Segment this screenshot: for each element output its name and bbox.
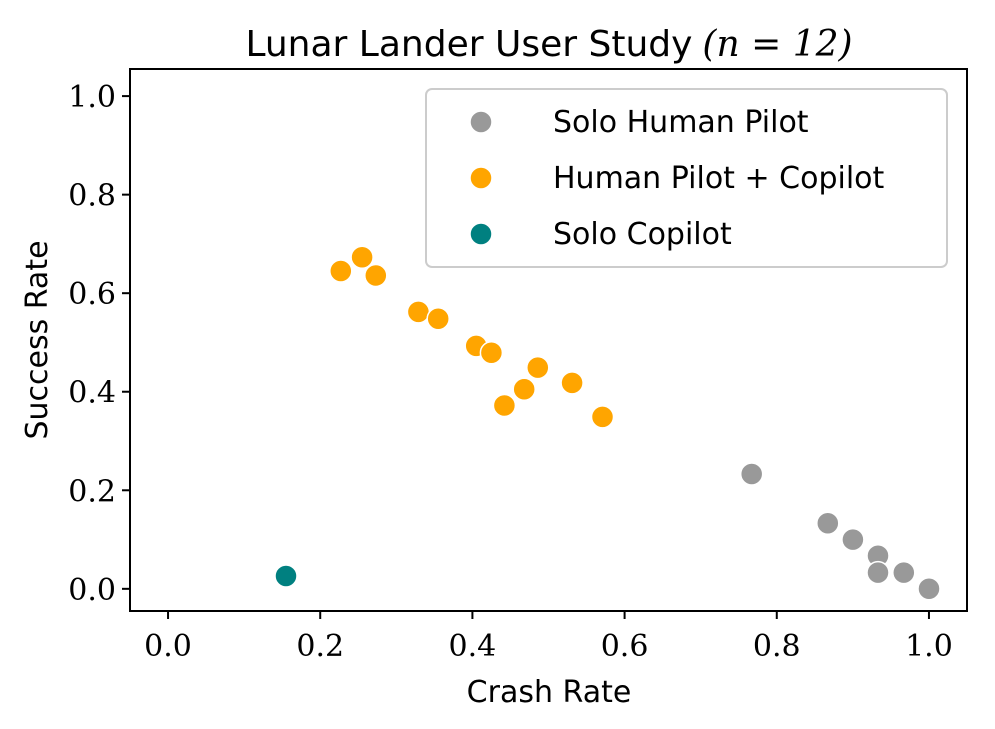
y-tick-label-0: 0.0 bbox=[68, 573, 116, 608]
y-tick-label-1: 0.2 bbox=[68, 474, 116, 509]
chart-title: Lunar Lander User Study (n = 12) bbox=[245, 24, 852, 65]
x-tick-label-5: 1.0 bbox=[905, 629, 953, 664]
y-tick-label-5: 1.0 bbox=[68, 80, 116, 115]
y-tick-label-3: 0.6 bbox=[68, 277, 116, 312]
legend-frame bbox=[425, 88, 948, 268]
plot-frame bbox=[129, 68, 968, 612]
y-tick-label-4: 0.8 bbox=[68, 179, 116, 214]
data-point-human-pilot-copilot-9 bbox=[526, 355, 550, 380]
y-axis-label: Success Rate bbox=[20, 240, 55, 439]
legend: Solo Human Pilot Human Pilot + Copilot Sol… bbox=[425, 88, 948, 268]
x-axis-label: Crash Rate bbox=[467, 675, 632, 710]
data-point-human-pilot-copilot-6 bbox=[479, 341, 504, 365]
data-point-human-pilot-copilot-10 bbox=[560, 371, 584, 395]
data-point-human-pilot-copilot-4 bbox=[426, 307, 450, 331]
chart-title-main: Lunar Lander User Study bbox=[245, 24, 692, 65]
data-point-solo-human-pilot-0 bbox=[739, 462, 764, 486]
data-point-human-pilot-copilot-7 bbox=[492, 393, 517, 418]
x-tick-label-0: 0.0 bbox=[144, 629, 192, 664]
data-point-solo-human-pilot-4 bbox=[866, 560, 890, 585]
legend-label-2: Solo Copilot bbox=[553, 217, 732, 252]
data-point-human-pilot-copilot-8 bbox=[512, 377, 536, 402]
data-point-human-pilot-copilot-0 bbox=[329, 259, 353, 283]
chart-title-math: (n = 12) bbox=[702, 24, 852, 65]
data-point-solo-human-pilot-2 bbox=[841, 527, 865, 552]
x-tick-label-4: 0.8 bbox=[753, 629, 801, 664]
y-tick-label-2: 0.4 bbox=[68, 376, 116, 411]
data-point-solo-human-pilot-6 bbox=[917, 577, 941, 601]
x-tick-label-2: 0.4 bbox=[449, 629, 497, 664]
legend-label-1: Human Pilot + Copilot bbox=[553, 161, 885, 196]
axis-ticks: 0.0 0.2 0.4 0.6 0.8 1.0 0.0 0.2 0.4 0.6 0.8 1.0 bbox=[68, 80, 953, 664]
plot-marks bbox=[274, 245, 941, 601]
data-point-human-pilot-copilot-11 bbox=[590, 405, 615, 429]
legend-label-0: Solo Human Pilot bbox=[553, 105, 809, 140]
data-point-solo-human-pilot-1 bbox=[816, 511, 840, 536]
data-point-human-pilot-copilot-2 bbox=[364, 263, 388, 288]
legend-marker-2 bbox=[469, 222, 493, 246]
data-point-solo-human-pilot-5 bbox=[892, 560, 916, 585]
data-point-human-pilot-copilot-3 bbox=[406, 300, 431, 324]
legend-marker-0 bbox=[469, 110, 493, 134]
x-tick-label-1: 0.2 bbox=[296, 629, 344, 664]
x-tick-label-3: 0.6 bbox=[601, 629, 649, 664]
legend-marker-1 bbox=[469, 166, 493, 190]
data-point-human-pilot-copilot-1 bbox=[350, 245, 374, 269]
data-point-solo-copilot-0 bbox=[274, 564, 298, 588]
